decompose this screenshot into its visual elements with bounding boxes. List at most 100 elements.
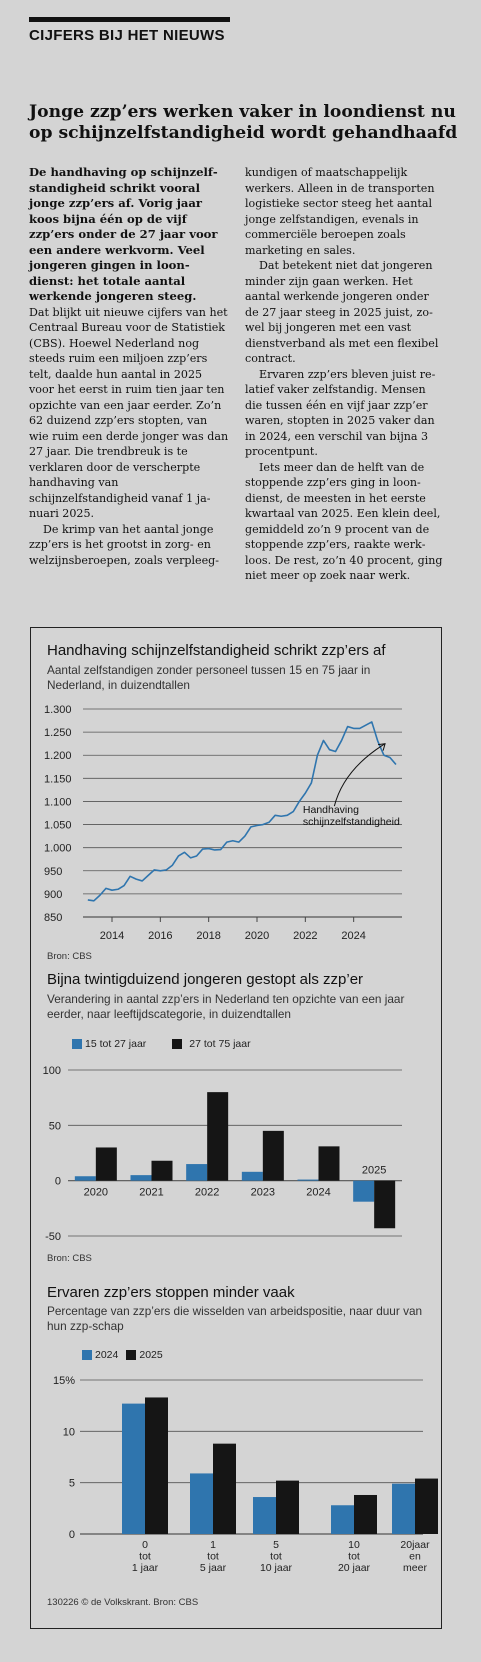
bar (374, 1180, 396, 1229)
chart3-subtitle: Percentage van zzp’ers die wisselden van… (47, 1304, 423, 1333)
series-line (87, 721, 397, 902)
legend-swatch-black (172, 1039, 183, 1049)
bar (130, 1175, 152, 1181)
body-paragraph: De krimp van het aantal jonge zzp’ers is… (29, 522, 220, 567)
bar (354, 1494, 377, 1534)
bar (392, 1483, 415, 1534)
category-label: 1 jaar (132, 1562, 159, 1574)
chart3-legend: 2024 2025 (82, 1349, 163, 1361)
y-tick-label: 950 (44, 866, 62, 878)
legend-swatch-blue (72, 1039, 82, 1049)
bar (95, 1147, 117, 1181)
x-tick-label: 2014 (100, 930, 124, 942)
bar (145, 1397, 168, 1534)
category-label: 2023 (251, 1187, 275, 1199)
annotation-arrow (333, 743, 386, 807)
x-tick-label: 2020 (245, 930, 269, 942)
bar (276, 1480, 299, 1534)
y-tick-label: 1.150 (44, 773, 72, 785)
y-tick-label: 1.300 (44, 704, 72, 716)
category-label: 2022 (195, 1187, 219, 1199)
y-tick-label: -50 (45, 1231, 61, 1243)
bar (186, 1164, 208, 1181)
x-tick-label: 2018 (196, 930, 220, 942)
bar (213, 1443, 236, 1534)
category-label: 2021 (139, 1187, 163, 1199)
x-tick-label: 2016 (148, 930, 172, 942)
category-label: tot (207, 1551, 219, 1563)
bar (241, 1171, 263, 1181)
annotation-label: schijnzelfstandigheid (303, 816, 400, 828)
bar (262, 1130, 284, 1181)
category-label: 2024 (306, 1187, 330, 1199)
bar (318, 1146, 340, 1181)
y-tick-label: 1.100 (44, 796, 72, 808)
y-tick-label: 1.000 (44, 843, 72, 855)
y-tick-label: 900 (44, 889, 62, 901)
chart2-source: Bron: CBS (47, 1253, 92, 1264)
category-label: 1 (210, 1539, 216, 1551)
chart1-subtitle: Aantal zelfstandigen zonder personeel tu… (47, 663, 371, 692)
legend-swatch-black (126, 1350, 137, 1360)
bar (122, 1403, 145, 1534)
x-tick-label: 2022 (293, 930, 317, 942)
category-label: tot (348, 1551, 360, 1563)
chart2-title: Bijna twintigduizend jongeren gestopt al… (47, 971, 364, 988)
category-label: tot (139, 1551, 151, 1563)
section-rule (29, 17, 230, 22)
article-headline: Jonge zzp’ers werken vaker in loondienst… (29, 102, 458, 143)
body-paragraph: Dat betekent niet dat jongeren minder zi… (245, 259, 439, 365)
chart1-source: Bron: CBS (47, 951, 92, 962)
y-tick-label: 850 (44, 912, 62, 924)
legend-label: 27 tot 75 jaar (189, 1038, 251, 1050)
bar (151, 1160, 173, 1181)
legend-swatch-blue (82, 1350, 92, 1360)
bar (190, 1473, 213, 1534)
body-paragraph: Dat blijkt uit nieuwe cijfers van het Ce… (29, 305, 229, 521)
y-tick-label: 100 (43, 1065, 61, 1077)
bar (253, 1497, 276, 1534)
chart1-line-chart: 1.300 1.250 1.200 1.150 1.100 1.050 1.000 950 90… (44, 704, 402, 942)
article-column-right: kundigen of maatschappelijk werkers. All… (245, 165, 445, 584)
y-tick-label: 0 (55, 1176, 61, 1188)
bar (297, 1179, 319, 1181)
legend-label: 2025 (139, 1349, 163, 1361)
article-column-left: De handhaving op schijnzelf­standigheid … (29, 165, 229, 568)
y-tick-label: 15% (53, 1375, 75, 1387)
category-label: tot (270, 1551, 282, 1563)
footer-credit: 130226 © de Volkskrant. Bron: CBS (47, 1597, 199, 1608)
body-paragraph: Ervaren zzp’ers bleven juist re­latief v… (245, 367, 436, 459)
category-label: 0 (142, 1539, 148, 1551)
legend-label: 2024 (95, 1349, 119, 1361)
category-label: 2025 (362, 1165, 386, 1177)
chart3-title: Ervaren zzp’ers stoppen minder vaak (47, 1284, 295, 1301)
y-tick-label: 0 (69, 1529, 75, 1541)
chart2-legend: 15 tot 27 jaar 27 tot 75 jaar (72, 1038, 251, 1050)
legend-label: 15 tot 27 jaar (85, 1038, 147, 1050)
chart2-subtitle: Verandering in aantal zzp’ers in Nederla… (47, 992, 405, 1021)
infographic-box (30, 627, 442, 1629)
category-label: 20 jaar (338, 1562, 371, 1574)
category-label: 10 (348, 1539, 360, 1551)
category-label: 20jaar (400, 1539, 430, 1551)
annotation-arrowhead (378, 743, 386, 751)
y-tick-label: 50 (49, 1120, 61, 1132)
category-label: 5 jaar (200, 1562, 227, 1574)
bar (353, 1180, 375, 1202)
body-paragraph: Iets meer dan de helft van de stoppende … (245, 460, 443, 583)
bar (415, 1478, 438, 1534)
category-label: meer (403, 1562, 427, 1574)
category-label: 5 (273, 1539, 279, 1551)
chart2-bar-chart: 100 50 0 -50 2020 2021 2022 2023 2024 2025 (43, 1065, 402, 1243)
chart1-title: Handhaving schijnzelfstandigheid schrikt… (47, 642, 386, 659)
body-paragraph: kundigen of maatschappelijk werkers. All… (245, 166, 435, 257)
y-tick-label: 1.250 (44, 727, 72, 739)
y-tick-label: 1.050 (44, 820, 72, 832)
bar (331, 1505, 354, 1534)
article-lead: De handhaving op schijnzelf­standigheid … (29, 165, 218, 303)
y-tick-label: 10 (63, 1426, 75, 1438)
category-label: 10 jaar (260, 1562, 293, 1574)
category-label: 2020 (84, 1187, 108, 1199)
bar (207, 1092, 229, 1181)
